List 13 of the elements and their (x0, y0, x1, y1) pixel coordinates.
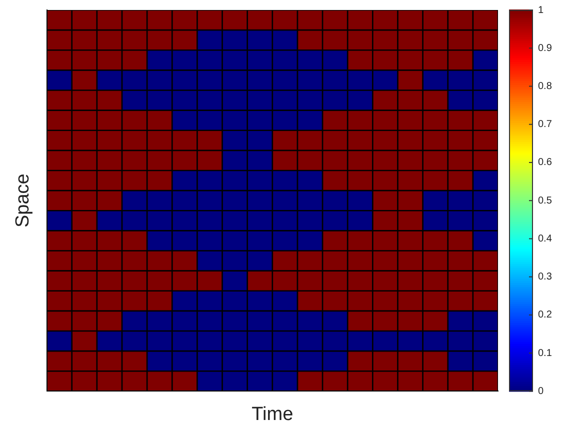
color-bar-label: 0.7 (538, 119, 552, 130)
color-bar-label: 1 (538, 4, 544, 16)
color-bar-label: 0.8 (538, 80, 552, 92)
color-bar-label: 0.1 (538, 348, 552, 359)
y-axis-title: Space (12, 174, 34, 228)
color-bar-label: 0 (538, 386, 544, 397)
color-bar-label: 0.4 (538, 233, 552, 244)
color-bar-label: 0.5 (538, 195, 552, 206)
color-bar-label: 0.2 (538, 310, 552, 321)
color-bar-label: 0.6 (538, 157, 552, 168)
color-bar-label: 0.9 (538, 42, 552, 54)
color-bar-label: 0.3 (538, 272, 552, 283)
x-axis-title: Time (252, 404, 294, 425)
